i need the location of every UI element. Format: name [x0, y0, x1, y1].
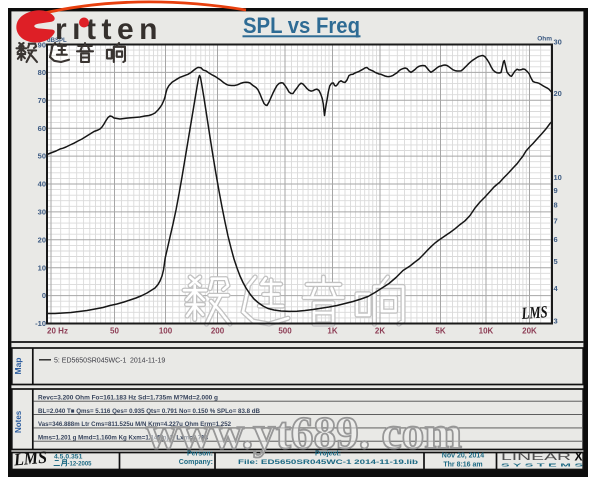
- svg-text:Project:: Project:: [315, 451, 341, 458]
- svg-text:20: 20: [554, 89, 562, 98]
- svg-text:4.5.0.351: 4.5.0.351: [54, 453, 83, 460]
- svg-text:2K: 2K: [375, 327, 385, 336]
- svg-text:30: 30: [554, 38, 562, 47]
- svg-text:4: 4: [554, 284, 559, 293]
- svg-text:Map: Map: [13, 358, 23, 375]
- svg-text:10K: 10K: [479, 327, 494, 336]
- svg-text:10: 10: [554, 173, 562, 182]
- svg-text:9: 9: [554, 186, 558, 195]
- svg-text:LMS: LMS: [12, 447, 48, 470]
- svg-text:20: 20: [38, 235, 46, 244]
- svg-text:5K: 5K: [435, 327, 445, 336]
- svg-text:www.yt689. com: www.yt689. com: [146, 407, 462, 458]
- svg-text:90: 90: [38, 41, 46, 50]
- svg-text:2014-11-19: 2014-11-19: [130, 357, 165, 364]
- svg-text:20K: 20K: [522, 327, 537, 336]
- svg-text:5: 5: [554, 257, 558, 266]
- svg-text:Person:: Person:: [187, 451, 213, 458]
- svg-text:rıtten: rıtten: [55, 13, 163, 46]
- svg-text:Thr 8:16 am: Thr 8:16 am: [443, 462, 482, 469]
- svg-text:500: 500: [278, 327, 292, 336]
- svg-text:8: 8: [554, 200, 558, 209]
- svg-text:200: 200: [211, 327, 225, 336]
- svg-text:-12-2005: -12-2005: [68, 461, 92, 468]
- svg-text:dBSPL: dBSPL: [47, 38, 67, 44]
- svg-text:70: 70: [38, 96, 46, 105]
- svg-text:File: ED5650SR045WC-1 2014-1: File: ED5650SR045WC-1 2014-11-19.lib: [238, 459, 418, 466]
- svg-text:-10: -10: [35, 319, 46, 328]
- svg-text:0: 0: [42, 291, 46, 300]
- svg-text:100: 100: [159, 327, 173, 336]
- svg-text:7: 7: [554, 216, 558, 225]
- svg-text:Vas=346.888m Ltr Cms=811.525u: Vas=346.888m Ltr Cms=811.525u M/N Krm=4.…: [38, 421, 231, 428]
- svg-text:6: 6: [554, 235, 558, 244]
- svg-text:50: 50: [110, 327, 119, 336]
- svg-text:40: 40: [38, 180, 46, 189]
- svg-text:60: 60: [38, 124, 46, 133]
- svg-text:20 Hz: 20 Hz: [47, 327, 68, 336]
- svg-text:50: 50: [38, 152, 46, 161]
- svg-text:3: 3: [554, 317, 558, 326]
- svg-text:Notes: Notes: [14, 410, 23, 433]
- svg-text:30: 30: [38, 208, 46, 217]
- svg-text:Ohm: Ohm: [537, 36, 552, 43]
- svg-text:Company:: Company:: [179, 459, 213, 466]
- svg-text:LMS: LMS: [520, 302, 548, 323]
- svg-text:Revc=3.200 Ohm Fo=161.183 Hz: Revc=3.200 Ohm Fo=161.183 Hz Sd=1.735m M…: [38, 394, 218, 401]
- svg-text:5: ED5650SR045WC-1: 5: ED5650SR045WC-1: [54, 357, 126, 364]
- svg-text:Nov 20, 2014: Nov 20, 2014: [442, 453, 485, 460]
- svg-text:LINEAR: LINEAR: [501, 451, 572, 463]
- svg-text:S Y S T E M S: S Y S T E M S: [501, 463, 583, 468]
- svg-text:X: X: [575, 449, 583, 463]
- svg-text:1K: 1K: [327, 327, 337, 336]
- svg-text:80: 80: [38, 68, 46, 77]
- svg-text:Mms=1.201 g Mmd=1.160m Kg Kx: Mms=1.201 g Mmd=1.160m Kg Kxm=1.145(n) H…: [38, 434, 208, 441]
- svg-text:BL=2.040 T■ Qms= 5.116 Qes=: BL=2.040 T■ Qms= 5.116 Qes= 0.935 Qts= 0…: [38, 408, 260, 415]
- svg-text:SPL vs Freq: SPL vs Freq: [243, 13, 360, 38]
- svg-text:10: 10: [38, 263, 46, 272]
